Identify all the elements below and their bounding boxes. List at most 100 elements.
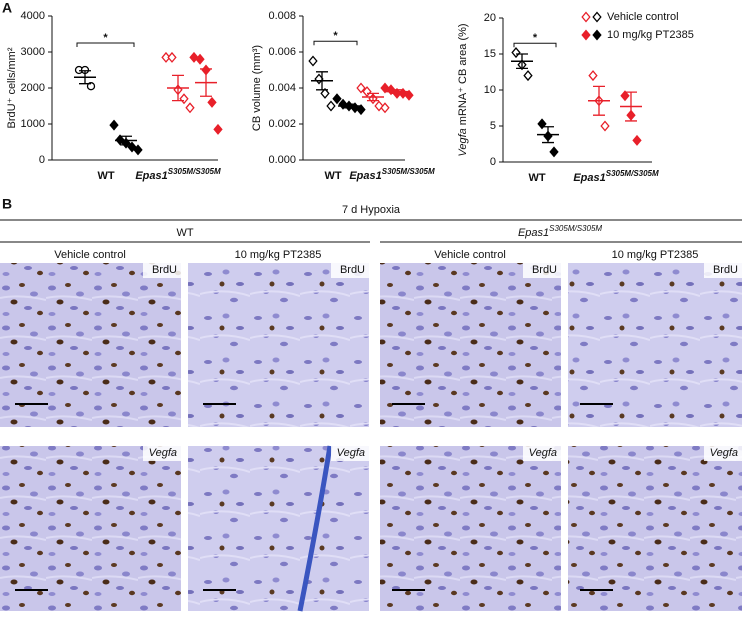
sem-bar xyxy=(516,53,528,70)
legend-label: 10 mg/kg PT2385 xyxy=(607,29,694,41)
y-label-part: BrdU⁺ cells/mm² xyxy=(6,47,18,128)
data-point xyxy=(86,82,96,91)
label-superscript: S305M/S305M xyxy=(606,169,659,178)
y-tick-label: 0 xyxy=(39,154,45,166)
column-header: 10 mg/kg PT2385 xyxy=(235,249,322,261)
significance-label: * xyxy=(533,32,538,44)
y-tick-label: 0.008 xyxy=(268,10,296,22)
stain-label: Vegfa xyxy=(337,447,365,459)
y-tick-label: 0.000 xyxy=(268,154,296,166)
data-point xyxy=(308,55,318,67)
y-tick-label: 0.004 xyxy=(268,82,296,94)
stain-label-bg xyxy=(523,445,561,461)
stain-label: BrdU xyxy=(532,264,557,276)
label-text: WT xyxy=(324,170,341,182)
sem-bar xyxy=(343,103,355,109)
label-text: Epas1 xyxy=(135,170,167,182)
data-point xyxy=(592,11,602,23)
stain-label: BrdU xyxy=(340,264,365,276)
y-tick-label: 10 xyxy=(484,84,496,96)
y-tick-label: 1000 xyxy=(21,118,45,130)
histology-image xyxy=(380,263,561,427)
stain-label-bg xyxy=(331,262,369,278)
stain-label-bg xyxy=(331,445,369,461)
stain-label-bg xyxy=(704,445,742,461)
label-text: WT xyxy=(97,170,114,182)
data-point xyxy=(161,51,171,63)
data-point xyxy=(380,102,390,114)
sem-bar xyxy=(316,71,328,91)
data-point xyxy=(523,70,533,82)
y-tick-label: 20 xyxy=(484,12,496,24)
data-point xyxy=(581,29,591,41)
sem-bar xyxy=(79,70,91,85)
stain-label-bg xyxy=(143,445,181,461)
y-label-part: mRNA⁺ CB area (%) xyxy=(457,23,469,128)
panel-label: A xyxy=(2,0,12,16)
y-tick-label: 3000 xyxy=(21,46,45,58)
category-label: WT xyxy=(528,172,545,184)
label-superscript: S305M/S305M xyxy=(168,167,221,176)
data-point xyxy=(588,70,598,82)
label-superscript: S305M/S305M xyxy=(382,167,435,176)
significance-bracket xyxy=(313,40,358,46)
data-point xyxy=(332,93,342,105)
histology-image xyxy=(188,263,369,427)
y-axis-label: Vegfa mRNA⁺ CB area (%) xyxy=(457,23,469,156)
label-text: Epas1 xyxy=(349,170,381,182)
data-point xyxy=(320,87,330,99)
legend-label: Vehicle control xyxy=(607,11,679,23)
data-point xyxy=(632,134,642,146)
sem-bar xyxy=(200,68,212,97)
scale-bars xyxy=(15,403,613,591)
sem-bar xyxy=(120,135,132,146)
sem-bar xyxy=(625,91,637,122)
condition-label: 7 d Hypoxia xyxy=(342,204,401,216)
category-label: WT xyxy=(324,170,341,182)
sem-bar xyxy=(593,85,605,116)
histology-images xyxy=(0,263,742,612)
y-tick-label: 4000 xyxy=(21,10,45,22)
histology-image xyxy=(0,263,181,427)
category-label: Epas1S305M/S305M xyxy=(573,169,659,184)
stain-label: BrdU xyxy=(713,264,738,276)
data-point xyxy=(537,118,547,130)
y-tick-label: 0.006 xyxy=(268,46,296,58)
data-point xyxy=(213,123,223,135)
data-point xyxy=(179,93,189,105)
category-label: WT xyxy=(176,227,193,239)
stain-label-bg xyxy=(523,262,561,278)
stain-label: Vegfa xyxy=(529,447,557,459)
data-point xyxy=(133,144,143,156)
histology-image xyxy=(0,446,181,611)
label-superscript: S305M/S305M xyxy=(549,224,602,233)
category-label: Epas1S305M/S305M xyxy=(518,224,602,239)
sem-bar xyxy=(172,74,184,102)
data-point xyxy=(620,90,630,102)
category-label: Epas1S305M/S305M xyxy=(135,167,221,182)
data-point xyxy=(207,96,217,108)
vessel xyxy=(297,445,333,612)
stain-label: BrdU xyxy=(152,264,177,276)
significance-label: * xyxy=(333,30,338,42)
data-point xyxy=(356,82,366,94)
data-point xyxy=(592,29,602,41)
data-point xyxy=(600,120,610,132)
significance-label: * xyxy=(103,32,108,44)
data-point xyxy=(581,11,591,23)
y-axis-label: BrdU⁺ cells/mm² xyxy=(6,47,18,128)
stain-label-bg xyxy=(143,262,181,278)
stain-label-bg xyxy=(704,262,742,278)
y-tick-label: 5 xyxy=(490,120,496,132)
stain-label: Vegfa xyxy=(710,447,738,459)
data-point xyxy=(511,47,521,59)
data-point xyxy=(109,119,119,131)
data-point xyxy=(549,146,559,158)
data-point xyxy=(167,51,177,63)
panel-label: B xyxy=(2,196,12,212)
category-label: WT xyxy=(97,170,114,182)
data-point xyxy=(404,89,414,101)
data-point xyxy=(326,100,336,112)
histology-image xyxy=(188,446,369,611)
stain-label: Vegfa xyxy=(149,447,177,459)
